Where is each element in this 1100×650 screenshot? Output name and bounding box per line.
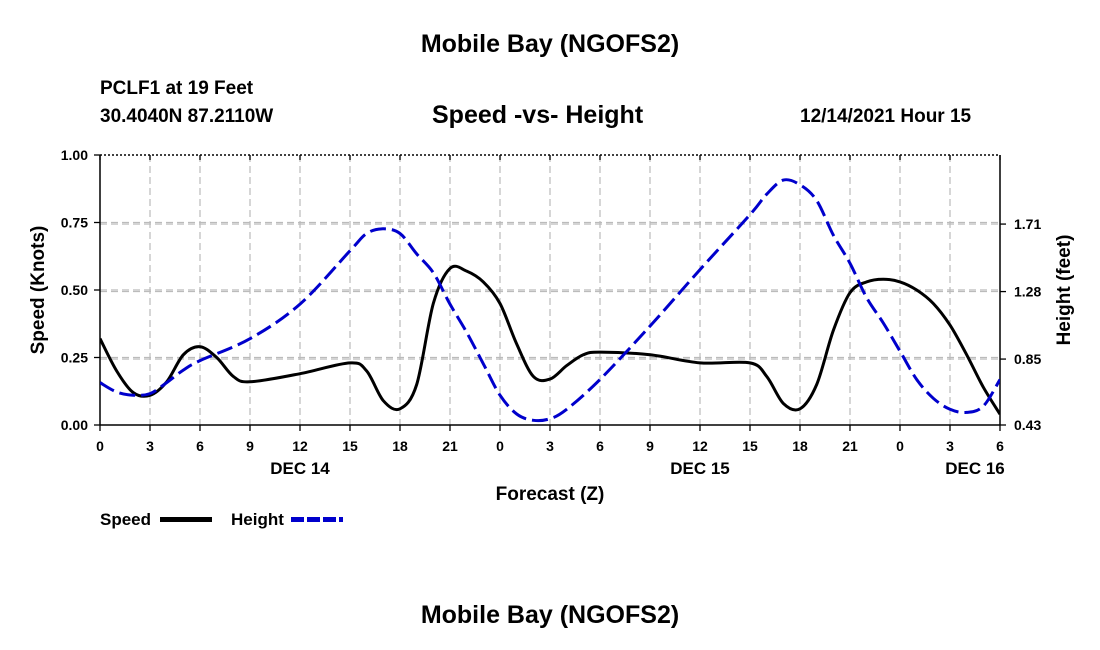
x-tick-label: 21 [842, 438, 858, 454]
y-tick-label: 0.75 [61, 215, 88, 231]
legend-height-label: Height [231, 510, 284, 529]
series-line-speed [100, 264, 1000, 415]
x-tick-label: 21 [442, 438, 458, 454]
y-axis-title: Speed (Knots) [28, 226, 49, 355]
x-tick-label: 12 [292, 438, 308, 454]
y-tick-label: 0.00 [61, 417, 88, 433]
legend-speed-swatch [160, 517, 212, 522]
date-label: DEC 14 [270, 459, 330, 478]
series-line-height [100, 178, 1000, 423]
x-tick-label: 9 [646, 438, 654, 454]
y-tick-label: 1.00 [61, 147, 88, 163]
y-tick-label: 0.25 [61, 350, 88, 366]
x-tick-label: 6 [596, 438, 604, 454]
x-tick-label: 9 [246, 438, 254, 454]
second-chart-title: Mobile Bay (NGOFS2) [420, 601, 680, 629]
x-axis-title: Forecast (Z) [496, 484, 605, 505]
x-tick-label: 15 [342, 438, 358, 454]
x-tick-label: 6 [996, 438, 1004, 454]
y-tick-label: 0.50 [61, 282, 88, 298]
x-tick-label: 3 [146, 438, 154, 454]
y2-axis-title: Height (feet) [1054, 235, 1075, 346]
y2-tick-label: 1.71 [1014, 216, 1041, 232]
station-label: PCLF1 at 19 Feet [100, 78, 254, 99]
x-tick-label: 3 [946, 438, 954, 454]
coordinates-label: 30.4040N 87.2110W [100, 106, 274, 127]
date-label: DEC 16 [945, 459, 1005, 478]
y2-tick-label: 0.85 [1014, 351, 1041, 367]
legend-height-swatch [291, 517, 343, 522]
x-tick-label: 0 [96, 438, 104, 454]
forecast-datetime: 12/14/2021 Hour 15 [800, 106, 972, 127]
x-tick-label: 6 [196, 438, 204, 454]
x-tick-label: 0 [896, 438, 904, 454]
x-tick-label: 0 [496, 438, 504, 454]
legend-speed-label: Speed [100, 510, 152, 529]
y2-tick-label: 0.43 [1014, 417, 1041, 433]
x-tick-label: 15 [742, 438, 758, 454]
x-tick-label: 18 [792, 438, 808, 454]
y2-tick-label: 1.28 [1014, 284, 1041, 300]
chart-title: Mobile Bay (NGOFS2) [420, 30, 680, 58]
x-tick-label: 3 [546, 438, 554, 454]
x-tick-label: 18 [392, 438, 408, 454]
chart-subtitle: Speed -vs- Height [432, 101, 644, 129]
date-label: DEC 15 [670, 459, 730, 478]
x-tick-label: 12 [692, 438, 708, 454]
